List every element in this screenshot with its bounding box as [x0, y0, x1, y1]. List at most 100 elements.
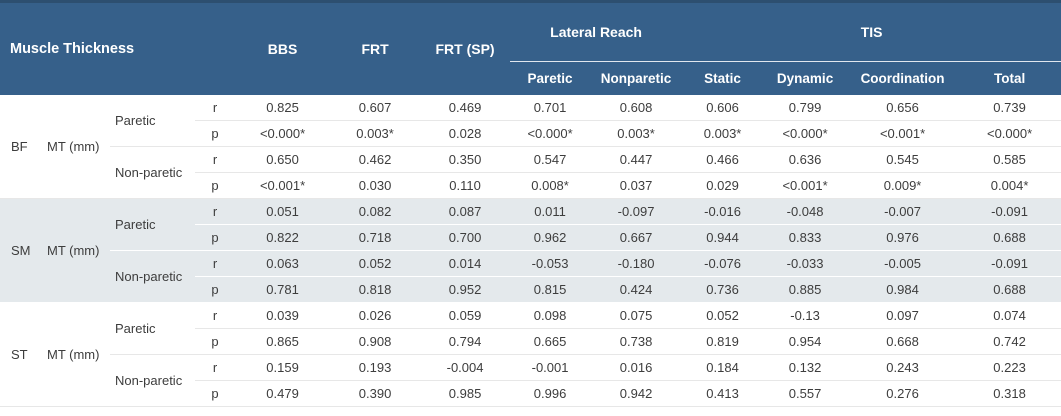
value-cell: 0.159 — [235, 354, 331, 381]
value-cell: 0.008* — [510, 172, 591, 199]
value-cell: 0.469 — [420, 94, 511, 121]
value-cell: 0.014 — [420, 250, 511, 277]
col-group-tis: TIS — [682, 1, 1061, 62]
value-cell: -0.091 — [958, 250, 1061, 277]
value-cell: 0.193 — [330, 354, 421, 381]
value-cell: 0.650 — [235, 146, 331, 173]
value-cell: 0.547 — [510, 146, 591, 173]
table-header: Muscle Thickness BBS FRT FRT (SP) Latera… — [0, 1, 1061, 95]
side-cell: Paretic — [110, 94, 195, 147]
value-cell: -0.091 — [958, 198, 1061, 225]
value-cell: 0.742 — [958, 328, 1061, 355]
value-cell: 0.059 — [420, 302, 511, 329]
value-cell: 0.781 — [235, 276, 331, 303]
value-cell: 0.954 — [763, 328, 848, 355]
value-cell: 0.718 — [330, 224, 421, 251]
value-cell: 0.736 — [682, 276, 764, 303]
value-cell: 0.390 — [330, 380, 421, 407]
muscle-cell: SM — [0, 198, 40, 303]
value-cell: 0.688 — [958, 276, 1061, 303]
value-cell: -0.016 — [682, 198, 764, 225]
value-cell: 0.009* — [847, 172, 959, 199]
col-group-lateral-reach: Lateral Reach — [510, 1, 683, 62]
value-cell: 0.132 — [763, 354, 848, 381]
value-cell: 0.003* — [590, 120, 683, 147]
value-cell: 0.818 — [330, 276, 421, 303]
stat-cell: p — [195, 276, 236, 303]
table-row: BF MT (mm) Paretic r 0.825 0.607 0.469 0.701 0.6… — [0, 94, 1061, 199]
col-header-frt: FRT — [330, 1, 421, 95]
value-cell: -0.005 — [847, 250, 959, 277]
col-header-tis-total: Total — [958, 61, 1061, 95]
muscle-thickness-correlation-table: Muscle Thickness BBS FRT FRT (SP) Latera… — [0, 0, 1061, 407]
value-cell: 0.051 — [235, 198, 331, 225]
stat-cell: p — [195, 120, 236, 147]
value-cell: 0.799 — [763, 94, 848, 121]
side-cell: Paretic — [110, 198, 195, 251]
value-cell: 0.607 — [330, 94, 421, 121]
table-row: Non-paretic r 0.159 0.193 -0.004 -0.001 0.016 0… — [0, 354, 1061, 407]
value-cell: 0.825 — [235, 94, 331, 121]
value-cell: 0.557 — [763, 380, 848, 407]
col-header-tis-static: Static — [682, 61, 764, 95]
table-row: p <0.000* 0.003* 0.028 <0.000* 0.003* 0.003* <0… — [0, 120, 1061, 147]
value-cell: 0.082 — [330, 198, 421, 225]
value-cell: -0.048 — [763, 198, 848, 225]
value-cell: 0.011 — [510, 198, 591, 225]
side-cell: Paretic — [110, 302, 195, 355]
value-cell: 0.636 — [763, 146, 848, 173]
value-cell: 0.052 — [682, 302, 764, 329]
table-row: SM MT (mm) Paretic r 0.051 0.082 0.087 0.011 -0.… — [0, 198, 1061, 303]
value-cell: 0.815 — [510, 276, 591, 303]
value-cell: 0.030 — [330, 172, 421, 199]
value-cell: 0.479 — [235, 380, 331, 407]
value-cell: 0.447 — [590, 146, 683, 173]
value-cell: 0.016 — [590, 354, 683, 381]
value-cell: 0.942 — [590, 380, 683, 407]
stat-cell: r — [195, 302, 236, 329]
table-row: ST MT (mm) Paretic r 0.039 0.026 0.059 0.098 0.0… — [0, 302, 1061, 407]
value-cell: 0.243 — [847, 354, 959, 381]
value-cell: 0.052 — [330, 250, 421, 277]
table-row: p 0.822 0.718 0.700 0.962 0.667 0.944 0.833 0.97… — [0, 224, 1061, 251]
value-cell: 0.039 — [235, 302, 331, 329]
value-cell: 0.865 — [235, 328, 331, 355]
value-cell: 0.952 — [420, 276, 511, 303]
value-cell: -0.007 — [847, 198, 959, 225]
value-cell: 0.087 — [420, 198, 511, 225]
value-cell: 0.026 — [330, 302, 421, 329]
value-cell: 0.037 — [590, 172, 683, 199]
value-cell: -0.033 — [763, 250, 848, 277]
value-cell: <0.001* — [763, 172, 848, 199]
value-cell: 0.074 — [958, 302, 1061, 329]
value-cell: 0.908 — [330, 328, 421, 355]
mt-cell: MT (mm) — [40, 302, 110, 407]
value-cell: 0.462 — [330, 146, 421, 173]
stat-cell: r — [195, 250, 236, 277]
col-header-bbs: BBS — [235, 1, 331, 95]
value-cell: 0.098 — [510, 302, 591, 329]
value-cell: 0.585 — [958, 146, 1061, 173]
value-cell: -0.004 — [420, 354, 511, 381]
value-cell: <0.000* — [763, 120, 848, 147]
correlation-table-container: Muscle Thickness BBS FRT FRT (SP) Latera… — [0, 0, 1061, 407]
value-cell: 0.985 — [420, 380, 511, 407]
value-cell: 0.822 — [235, 224, 331, 251]
value-cell: 0.962 — [510, 224, 591, 251]
value-cell: 0.097 — [847, 302, 959, 329]
value-cell: -0.076 — [682, 250, 764, 277]
table-row: Non-paretic r 0.063 0.052 0.014 -0.053 -0.180-… — [0, 250, 1061, 303]
value-cell: -0.001 — [510, 354, 591, 381]
value-cell: 0.606 — [682, 94, 764, 121]
value-cell: -0.13 — [763, 302, 848, 329]
value-cell: 0.223 — [958, 354, 1061, 381]
value-cell: <0.000* — [235, 120, 331, 147]
value-cell: 0.701 — [510, 94, 591, 121]
value-cell: 0.413 — [682, 380, 764, 407]
value-cell: -0.053 — [510, 250, 591, 277]
stat-cell: p — [195, 172, 236, 199]
stat-cell: p — [195, 380, 236, 407]
value-cell: <0.000* — [510, 120, 591, 147]
value-cell: 0.794 — [420, 328, 511, 355]
value-cell: 0.996 — [510, 380, 591, 407]
